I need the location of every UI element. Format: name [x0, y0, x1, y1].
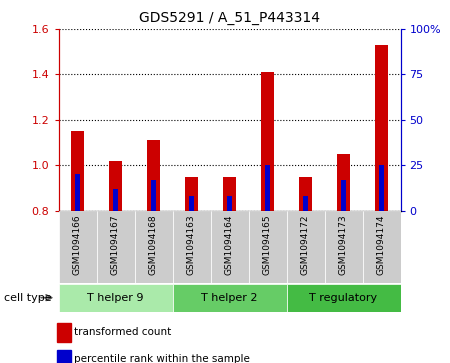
Bar [265, 165, 270, 211]
Bar [57, 323, 71, 342]
Bar [378, 165, 384, 211]
Bar [147, 140, 160, 211]
Bar [172, 284, 287, 311]
Bar [287, 284, 400, 311]
Bar [261, 72, 274, 211]
Bar [185, 176, 198, 211]
Text: GSM1094168: GSM1094168 [149, 214, 158, 275]
Bar [337, 154, 350, 211]
Bar [223, 176, 236, 211]
Text: percentile rank within the sample: percentile rank within the sample [74, 354, 250, 363]
Bar [172, 211, 211, 283]
Text: GSM1094173: GSM1094173 [339, 214, 348, 275]
Bar [303, 196, 308, 211]
Text: GSM1094165: GSM1094165 [263, 214, 272, 275]
Bar [58, 284, 172, 311]
Title: GDS5291 / A_51_P443314: GDS5291 / A_51_P443314 [139, 11, 320, 25]
Bar [112, 189, 118, 211]
Text: T helper 9: T helper 9 [87, 293, 144, 303]
Text: cell type: cell type [4, 293, 52, 303]
Text: GSM1094174: GSM1094174 [377, 214, 386, 275]
Bar [189, 196, 194, 211]
Bar [227, 196, 232, 211]
Bar [96, 211, 135, 283]
Text: GSM1094172: GSM1094172 [301, 214, 310, 275]
Bar [71, 131, 84, 211]
Bar [324, 211, 363, 283]
Text: GSM1094164: GSM1094164 [225, 214, 234, 275]
Bar [109, 160, 122, 211]
Bar [375, 45, 388, 211]
Bar [58, 211, 96, 283]
Bar [211, 211, 248, 283]
Text: T regulatory: T regulatory [310, 293, 378, 303]
Bar [248, 211, 287, 283]
Bar [287, 211, 324, 283]
Text: GSM1094167: GSM1094167 [111, 214, 120, 275]
Text: transformed count: transformed count [74, 327, 171, 338]
Bar [363, 211, 400, 283]
Bar [75, 174, 81, 211]
Bar [341, 180, 346, 211]
Text: GSM1094166: GSM1094166 [73, 214, 82, 275]
Bar [57, 350, 71, 363]
Text: T helper 2: T helper 2 [201, 293, 258, 303]
Text: GSM1094163: GSM1094163 [187, 214, 196, 275]
Bar [151, 180, 156, 211]
Bar [299, 176, 312, 211]
Bar [135, 211, 172, 283]
